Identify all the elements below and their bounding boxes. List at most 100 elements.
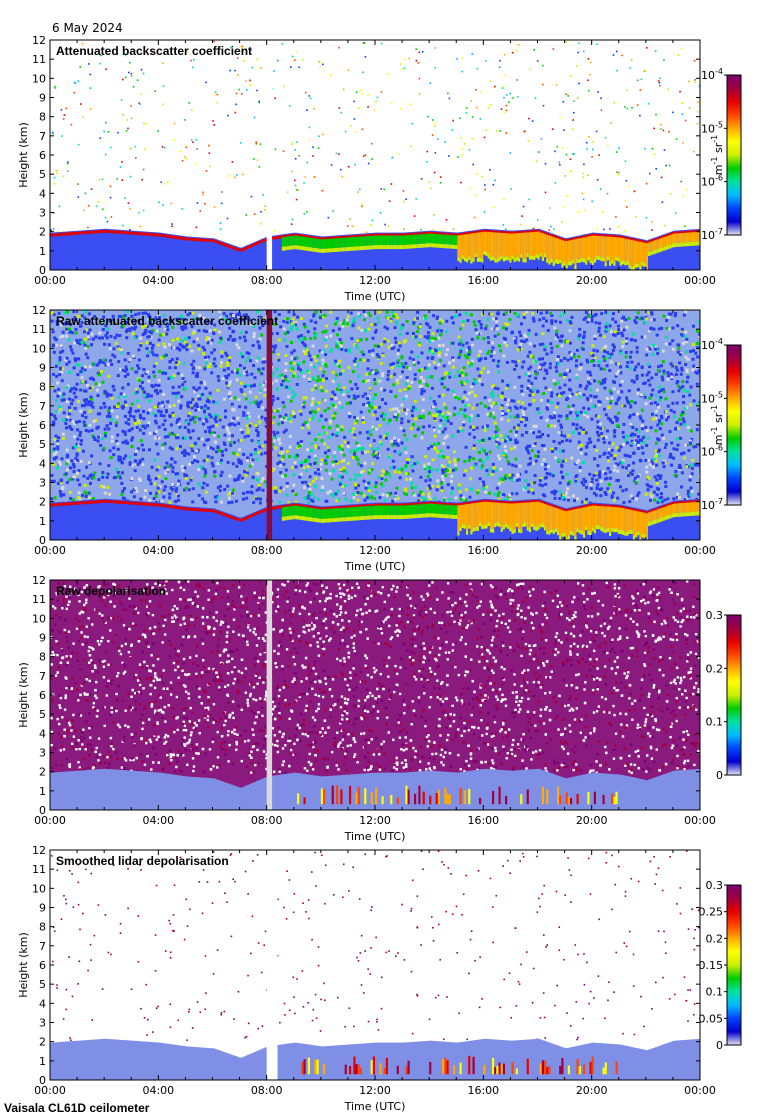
- y-tick-label: 0: [39, 1074, 46, 1087]
- y-tick-label: 12: [32, 34, 46, 47]
- x-tick-label: 00:00: [34, 1084, 66, 1097]
- colorbar-tick-label: 0.2: [706, 662, 724, 675]
- plot-background: [50, 40, 700, 270]
- x-tick-label: 16:00: [467, 274, 499, 287]
- y-axis-label: Height (km): [17, 932, 30, 998]
- x-tick-label: 04:00: [142, 274, 174, 287]
- y-axis-label: Height (km): [17, 662, 30, 728]
- x-tick-label: 00:00: [684, 544, 716, 557]
- y-tick-label: 5: [39, 168, 46, 181]
- data-spike: [266, 310, 273, 540]
- date-label: 6 May 2024: [52, 21, 123, 35]
- y-tick-label: 5: [39, 978, 46, 991]
- x-tick-label: 16:00: [467, 814, 499, 827]
- colorbar-tick-label: 0.2: [706, 932, 724, 945]
- x-tick-label: 12:00: [359, 544, 391, 557]
- y-tick-label: 0: [39, 534, 46, 547]
- panel-2: Raw attenuated backscatter coefficient 0 1…: [17, 304, 742, 573]
- colorbar-unit-label: m-1 sr-1: [710, 135, 725, 175]
- y-tick-label: 10: [32, 612, 46, 625]
- x-tick-label: 08:00: [251, 274, 283, 287]
- y-tick-label: 8: [39, 921, 46, 934]
- x-tick-label: 00:00: [34, 274, 66, 287]
- data-gap: [266, 850, 278, 1080]
- panel-1: Attenuated backscatter coefficient 0 12 3 4 5…: [17, 34, 742, 303]
- y-tick-label: 4: [39, 457, 46, 470]
- colorbar-tick-label: 10-4: [701, 67, 723, 82]
- y-tick-label: 2: [39, 226, 46, 239]
- y-tick-label: 5: [39, 708, 46, 721]
- y-tick-label: 1: [39, 515, 46, 528]
- y-axis-label: Height (km): [17, 122, 30, 188]
- x-tick-label: 16:00: [467, 1084, 499, 1097]
- y-tick-label: 12: [32, 574, 46, 587]
- x-tick-label: 20:00: [576, 274, 608, 287]
- x-axis-label: Time (UTC): [344, 290, 406, 303]
- y-tick-label: 4: [39, 727, 46, 740]
- heatmap-area: [50, 310, 700, 540]
- y-tick-label: 2: [39, 766, 46, 779]
- colorbar-tick-label: 10-5: [701, 120, 723, 135]
- y-tick-label: 11: [32, 323, 46, 336]
- x-tick-label: 20:00: [576, 544, 608, 557]
- y-tick-label: 6: [39, 149, 46, 162]
- colorbar-tick-label: 10-6: [701, 174, 723, 189]
- cloud-layer: [50, 498, 700, 540]
- y-tick-label: 3: [39, 747, 46, 760]
- x-tick-label: 04:00: [142, 814, 174, 827]
- y-tick-label: 6: [39, 419, 46, 432]
- cloud-layer: [50, 768, 700, 810]
- y-tick-label: 1: [39, 785, 46, 798]
- y-tick-label: 2: [39, 1036, 46, 1049]
- x-tick-label: 08:00: [251, 814, 283, 827]
- x-tick-label: 08:00: [251, 544, 283, 557]
- x-tick-label: 00:00: [684, 814, 716, 827]
- y-tick-label: 9: [39, 92, 46, 105]
- y-tick-label: 10: [32, 72, 46, 85]
- x-axis-label: Time (UTC): [344, 1100, 406, 1113]
- y-tick-label: 0: [39, 264, 46, 277]
- y-tick-label: 11: [32, 53, 46, 66]
- heatmap-area: [50, 40, 700, 270]
- colorbar-tick-label: 0.3: [706, 609, 724, 622]
- colorbar-tick-label: 0.15: [699, 959, 724, 972]
- plot-background: [50, 850, 700, 1080]
- y-tick-label: 12: [32, 304, 46, 317]
- y-tick-label: 7: [39, 130, 46, 143]
- data-gap: [266, 580, 273, 810]
- y-tick-label: 3: [39, 207, 46, 220]
- colorbar-tick-label: 0: [716, 769, 723, 782]
- colorbar-tick-label: 0.1: [706, 986, 724, 999]
- instrument-label: Vaisala CL61D ceilometer: [4, 1101, 150, 1115]
- y-tick-label: 6: [39, 959, 46, 972]
- cloud-layer: [50, 1038, 700, 1080]
- panel-title: Attenuated backscatter coefficient: [56, 44, 252, 58]
- colorbar: [726, 884, 742, 1046]
- colorbar-tick-label: 0.3: [706, 879, 724, 892]
- y-tick-label: 5: [39, 438, 46, 451]
- colorbar-tick-label: 0.25: [699, 906, 724, 919]
- x-tick-label: 00:00: [34, 814, 66, 827]
- y-tick-label: 3: [39, 477, 46, 490]
- panel-title: Smoothed lidar depolarisation: [56, 854, 229, 868]
- x-tick-label: 16:00: [467, 544, 499, 557]
- cloud-layer: [50, 228, 700, 270]
- data-gap: [266, 40, 273, 270]
- colorbar: [726, 74, 742, 236]
- y-tick-label: 4: [39, 187, 46, 200]
- y-tick-label: 12: [32, 844, 46, 857]
- x-tick-label: 12:00: [359, 814, 391, 827]
- y-tick-label: 9: [39, 632, 46, 645]
- y-tick-label: 8: [39, 381, 46, 394]
- y-tick-label: 11: [32, 863, 46, 876]
- y-tick-label: 7: [39, 400, 46, 413]
- heatmap-area: [50, 580, 700, 810]
- colorbar-tick-label: 0.1: [706, 716, 724, 729]
- y-tick-label: 1: [39, 1055, 46, 1068]
- colorbar-tick-label: 10-4: [701, 337, 723, 352]
- y-tick-label: 3: [39, 1017, 46, 1030]
- x-tick-label: 08:00: [251, 1084, 283, 1097]
- y-tick-label: 9: [39, 362, 46, 375]
